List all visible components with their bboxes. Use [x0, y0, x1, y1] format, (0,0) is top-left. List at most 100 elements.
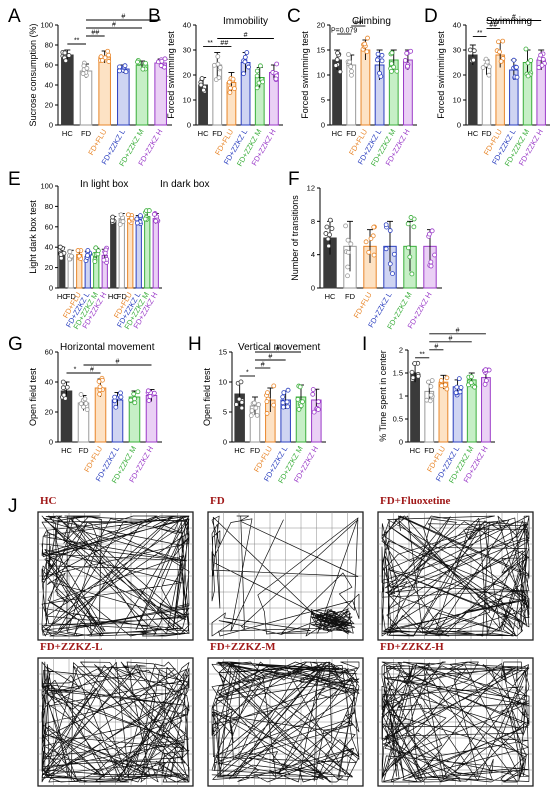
movement-track — [381, 515, 530, 637]
data-point — [162, 56, 168, 62]
data-point — [158, 63, 164, 68]
data-point — [324, 224, 330, 230]
chart-G: G 0 20 40 60 Open field test Horizontal moveme… — [8, 334, 162, 485]
data-point — [387, 228, 393, 233]
y-tick-label: 60 — [45, 61, 53, 70]
data-point — [271, 383, 277, 389]
category-label: FD — [346, 129, 357, 138]
significance-label: ** — [477, 30, 483, 37]
category-label: HC — [61, 446, 72, 455]
category-label: HC — [467, 129, 478, 138]
data-point — [432, 252, 437, 258]
bar — [481, 377, 491, 443]
y-tick-label: 0 — [321, 121, 325, 130]
y-axis-label: % Time spent in center — [378, 350, 388, 442]
data-point — [375, 51, 381, 57]
y-tick-label: 1.5 — [393, 369, 403, 378]
data-point — [110, 214, 116, 220]
data-point — [407, 254, 413, 260]
data-point — [253, 405, 259, 411]
bar — [98, 56, 111, 126]
data-point — [123, 69, 129, 75]
data-point — [536, 65, 542, 70]
panel-letter: G — [8, 334, 23, 355]
data-point — [428, 263, 434, 269]
data-point — [230, 76, 236, 82]
significance-label: # — [112, 22, 116, 29]
data-point — [274, 61, 280, 67]
data-point — [345, 237, 351, 243]
data-point — [132, 396, 138, 402]
data-point — [334, 57, 340, 62]
y-tick-label: 20 — [45, 408, 53, 417]
data-point — [93, 245, 99, 251]
panel-letter: E — [8, 169, 21, 190]
data-point — [254, 73, 260, 79]
data-point — [118, 390, 123, 396]
movement-track — [381, 661, 530, 783]
data-point — [58, 252, 64, 257]
category-label: FD — [482, 129, 493, 138]
data-point — [406, 245, 411, 251]
data-point — [85, 253, 90, 258]
data-point — [159, 58, 165, 64]
significance-label: * — [246, 370, 249, 377]
data-point — [415, 373, 421, 379]
data-point — [199, 76, 205, 81]
data-point — [281, 390, 287, 396]
y-tick-label: 30 — [183, 46, 191, 55]
data-point — [217, 65, 223, 70]
category-label: FD — [117, 292, 128, 301]
data-point — [134, 220, 140, 226]
data-point — [85, 248, 91, 253]
significance-label: # — [512, 14, 516, 21]
data-point — [405, 63, 410, 69]
data-point — [99, 57, 105, 63]
data-point — [405, 221, 411, 227]
data-point — [241, 71, 246, 77]
data-point — [368, 236, 374, 242]
y-axis-label: Sucrose consumption (%) — [28, 23, 38, 126]
data-point — [295, 396, 301, 402]
category-label: FD — [212, 129, 223, 138]
data-point — [97, 391, 103, 397]
y-axis-label: Forced swimming test — [436, 31, 446, 119]
data-point — [316, 399, 321, 405]
data-point — [427, 398, 433, 404]
panel-letter: B — [148, 6, 161, 27]
y-tick-label: 0 — [187, 121, 191, 130]
panel-letter: I — [362, 334, 367, 355]
data-point — [131, 391, 137, 397]
data-point — [147, 394, 153, 399]
data-point — [315, 407, 321, 412]
data-point — [471, 57, 476, 63]
data-point — [428, 392, 434, 398]
data-point — [343, 223, 349, 229]
data-point — [61, 392, 67, 398]
data-point — [389, 61, 394, 66]
data-point — [285, 387, 291, 393]
data-point — [84, 65, 90, 71]
data-point — [325, 236, 331, 242]
track-box: FD+Fluoxetine — [377, 495, 534, 641]
category-label: HC — [62, 129, 73, 138]
data-point — [118, 394, 124, 400]
data-point — [106, 52, 111, 58]
data-point — [132, 400, 138, 406]
data-point — [337, 69, 343, 75]
data-point — [135, 389, 141, 395]
y-tick-label: 0 — [399, 438, 403, 447]
y-tick-label: 0 — [223, 438, 227, 447]
data-point — [365, 35, 370, 41]
track-title: HC — [40, 495, 57, 507]
data-point — [389, 50, 395, 56]
data-point — [226, 79, 232, 85]
data-point — [215, 61, 221, 67]
significance-label: # — [449, 335, 453, 342]
y-tick-label: 2 — [399, 346, 403, 355]
data-point — [514, 64, 519, 70]
data-point — [284, 399, 290, 405]
data-point — [428, 259, 434, 265]
